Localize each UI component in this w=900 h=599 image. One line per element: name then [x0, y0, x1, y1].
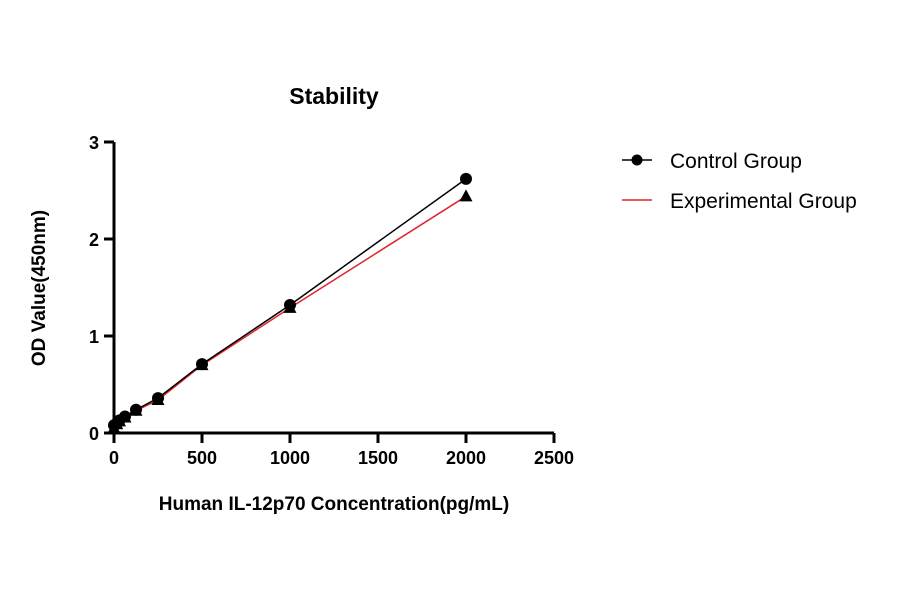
- data-point-experimental: [459, 189, 473, 202]
- y-tick-label: 2: [89, 230, 99, 250]
- data-point-control: [130, 403, 142, 416]
- y-tick-label: 3: [89, 133, 99, 153]
- data-point-control: [119, 410, 131, 423]
- legend-marker-control: [631, 154, 643, 166]
- data-point-control: [460, 172, 472, 185]
- y-tick-label: 1: [89, 327, 99, 347]
- x-tick-label: 1500: [358, 448, 398, 468]
- data-point-control: [152, 392, 164, 405]
- legend-label-control: Control Group: [670, 150, 802, 173]
- data-point-control: [196, 358, 208, 371]
- x-tick-label: 500: [187, 448, 217, 468]
- y-axis-label: OD Value(450nm): [29, 210, 50, 366]
- legend-label-experimental: Experimental Group: [670, 190, 857, 213]
- x-axis-label: Human IL-12p70 Concentration(pg/mL): [159, 494, 509, 515]
- x-tick-label: 2500: [534, 448, 574, 468]
- chart-title: Stability: [289, 83, 379, 109]
- x-tick-label: 0: [109, 448, 119, 468]
- x-tick-label: 2000: [446, 448, 486, 468]
- y-tick-label: 0: [89, 424, 99, 444]
- data-point-control: [284, 298, 296, 311]
- x-tick-label: 1000: [270, 448, 310, 468]
